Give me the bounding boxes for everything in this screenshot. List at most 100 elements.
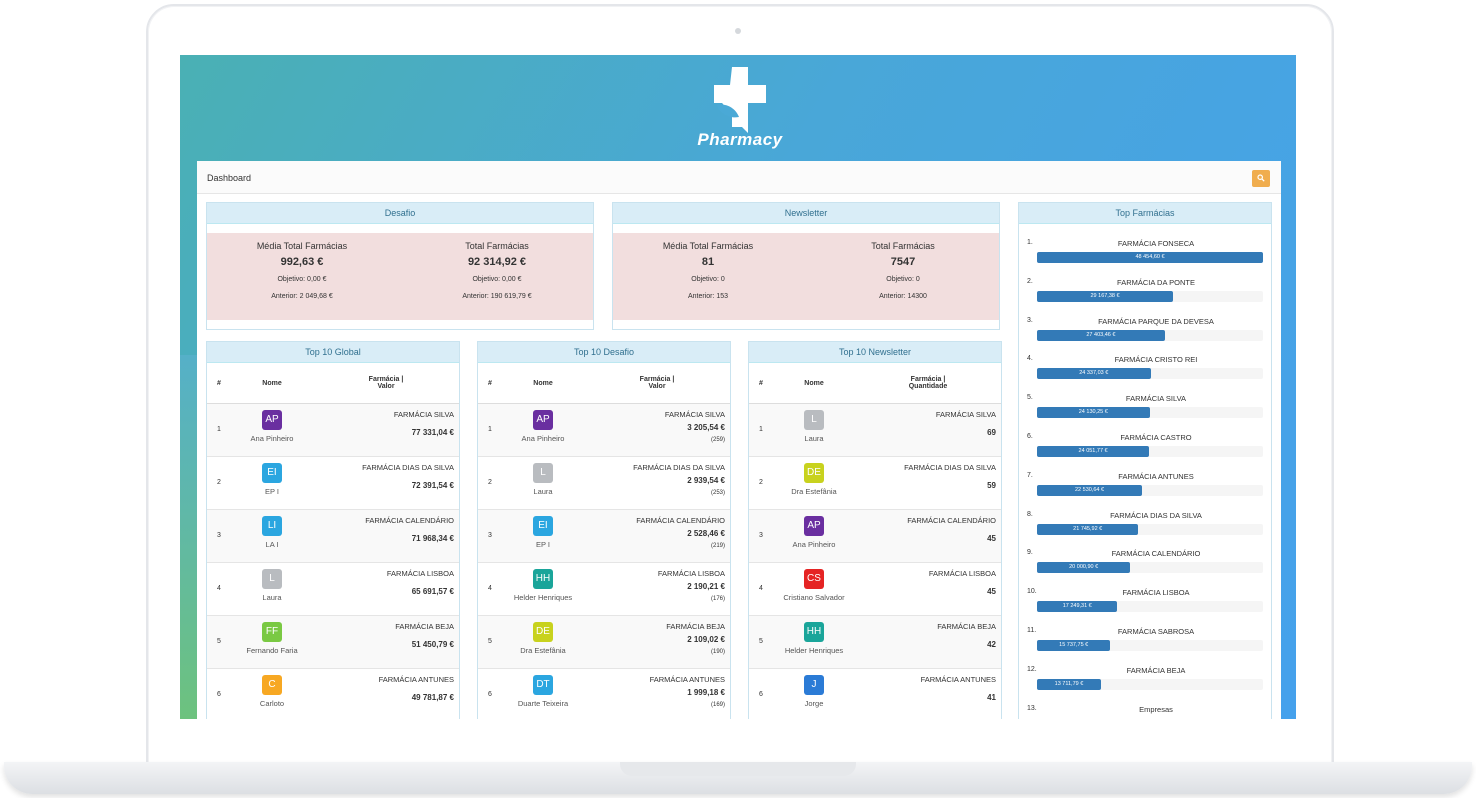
table-row[interactable]: 6 J Jorge FARMÁCIA ANTUNES 41 bbox=[749, 668, 1001, 719]
ranking-item[interactable]: 2. FARMÁCIA DA PONTE 29 167,38 € bbox=[1019, 275, 1269, 314]
table-row[interactable]: 3 LI LA I FARMÁCIA CALENDÁRIO 71 968,34 € bbox=[207, 509, 459, 563]
ranking-item[interactable]: 5. FARMÁCIA SILVA 24 130,25 € bbox=[1019, 391, 1269, 430]
newsletter-title: Newsletter bbox=[613, 203, 999, 224]
ranking-pharmacy-name: FARMÁCIA SILVA bbox=[1125, 394, 1187, 404]
table-row[interactable]: 5 FF Fernando Faria FARMÁCIA BEJA 51 450,79 … bbox=[207, 615, 459, 669]
progress-value: 29 167,38 € bbox=[1090, 292, 1120, 299]
user-name: Fernando Faria bbox=[246, 646, 298, 655]
value-cell: FARMÁCIA SILVA 3 205,54 € (259) bbox=[584, 403, 730, 457]
user-name: Jorge bbox=[804, 699, 824, 708]
table-row[interactable]: 4 HH Helder Henriques FARMÁCIA LISBOA 2 190,… bbox=[478, 562, 730, 616]
table-row[interactable]: 4 L Laura FARMÁCIA LISBOA 65 691,57 € bbox=[207, 562, 459, 616]
progress-track: 27 403,46 € bbox=[1037, 329, 1263, 341]
value-cell: FARMÁCIA ANTUNES 41 bbox=[855, 668, 1001, 719]
top-bar: Dashboard bbox=[197, 161, 1281, 194]
rank-number: 4 bbox=[207, 562, 231, 616]
user-name: Ana Pinheiro bbox=[521, 434, 565, 443]
user-name: Dra Estefânia bbox=[520, 646, 566, 655]
ranking-number: 9. bbox=[1027, 549, 1033, 557]
ranking-number: 6. bbox=[1027, 433, 1033, 440]
top-farmacias-title: Top Farmácias bbox=[1019, 203, 1271, 224]
value-cell: FARMÁCIA BEJA 2 109,02 € (190) bbox=[584, 615, 730, 669]
progress-track: 17 249,31 € bbox=[1037, 601, 1263, 613]
rank-number: 4 bbox=[749, 562, 773, 616]
progress-track: 13 711,79 € bbox=[1037, 678, 1263, 690]
table-row[interactable]: 5 HH Helder Henriques FARMÁCIA BEJA 42 bbox=[749, 615, 1001, 669]
amount: 69 bbox=[987, 428, 996, 437]
table-row[interactable]: 6 DT Duarte Teixeira FARMÁCIA ANTUNES 1 999,… bbox=[478, 668, 730, 719]
table-row[interactable]: 2 L Laura FARMÁCIA DIAS DA SILVA 2 939,54 € (… bbox=[478, 456, 730, 510]
ranking-item[interactable]: 4. FARMÁCIA CRISTO REI 24 337,03 € bbox=[1019, 352, 1269, 391]
top-desafio-title: Top 10 Desafio bbox=[478, 342, 730, 363]
progress-value: 24 051,77 € bbox=[1078, 448, 1108, 454]
avatar: DE bbox=[533, 622, 553, 642]
ranking-item[interactable]: 9. FARMÁCIA CALENDÁRIO 20 000,90 € bbox=[1019, 546, 1269, 585]
table-row[interactable]: 2 EI EP I FARMÁCIA DIAS DA SILVA 72 391,54 € bbox=[207, 456, 459, 510]
table-row[interactable]: 1 AP Ana Pinheiro FARMÁCIA SILVA 77 331,04 € bbox=[207, 403, 459, 457]
progress-track: 22 530,64 € bbox=[1037, 484, 1263, 496]
user-cell: J Jorge bbox=[773, 668, 855, 719]
pharmacy-name: FARMÁCIA DIAS DA SILVA bbox=[362, 463, 454, 472]
col-num: # bbox=[207, 363, 231, 404]
user-name: Cristiano Salvador bbox=[783, 593, 845, 602]
search-button[interactable] bbox=[1252, 170, 1270, 187]
table-row[interactable]: 2 DE Dra Estefânia FARMÁCIA DIAS DA SILVA 59 bbox=[749, 456, 1001, 510]
rank-number: 6 bbox=[749, 668, 773, 719]
amount: 45 bbox=[987, 534, 996, 543]
ranking-item[interactable]: 8. FARMÁCIA DIAS DA SILVA 21 745,92 € bbox=[1019, 508, 1269, 547]
table-row[interactable]: 3 AP Ana Pinheiro FARMÁCIA CALENDÁRIO 45 bbox=[749, 509, 1001, 563]
ranking-number: 2. bbox=[1027, 277, 1033, 285]
table-row[interactable]: 6 C Carloto FARMÁCIA ANTUNES 49 781,87 € bbox=[207, 668, 459, 719]
ranking-item[interactable]: 13. Empresas bbox=[1019, 702, 1269, 719]
rank-number: 4 bbox=[478, 562, 502, 616]
value-cell: FARMÁCIA BEJA 42 bbox=[855, 615, 1001, 669]
count: (253) bbox=[710, 490, 725, 496]
pharmacy-name: FARMÁCIA CALENDÁRIO bbox=[365, 516, 454, 525]
ranking-item[interactable]: 12. FARMÁCIA BEJA 13 711,79 € bbox=[1019, 663, 1269, 702]
pharmacy-name: FARMÁCIA ANTUNES bbox=[649, 675, 725, 684]
ranking-item[interactable]: 1. FARMÁCIA FONSECA 48 454,60 € bbox=[1019, 236, 1269, 275]
rank-number: 2 bbox=[478, 456, 502, 510]
rank-number: 6 bbox=[207, 668, 231, 719]
progress-track: 48 454,60 € bbox=[1037, 252, 1263, 263]
table-row[interactable]: 4 CS Cristiano Salvador FARMÁCIA LISBOA 45 bbox=[749, 562, 1001, 616]
ranking-item[interactable]: 6. FARMÁCIA CASTRO 24 051,77 € bbox=[1019, 430, 1269, 469]
avatar: AP bbox=[262, 410, 282, 430]
progress-value: 27 403,46 € bbox=[1086, 331, 1116, 338]
ranking-pharmacy-name: FARMÁCIA PARQUE DA DEVESA bbox=[1098, 316, 1214, 326]
user-name: Helder Henriques bbox=[513, 593, 573, 602]
ranking-item[interactable]: 7. FARMÁCIA ANTUNES 22 530,64 € bbox=[1019, 469, 1269, 508]
table-row[interactable]: 1 L Laura FARMÁCIA SILVA 69 bbox=[749, 403, 1001, 457]
value-cell: FARMÁCIA BEJA 51 450,79 € bbox=[313, 615, 459, 669]
user-name: Laura bbox=[804, 434, 824, 443]
progress-value: 48 454,60 € bbox=[1135, 254, 1165, 260]
rank-number: 3 bbox=[207, 509, 231, 563]
ranking-item[interactable]: 3. FARMÁCIA PARQUE DA DEVESA 27 403,46 € bbox=[1019, 314, 1269, 353]
avatar: DE bbox=[804, 463, 824, 483]
table-row[interactable]: 3 EI EP I FARMÁCIA CALENDÁRIO 2 528,46 € (219… bbox=[478, 509, 730, 563]
top-global-title: Top 10 Global bbox=[207, 342, 459, 363]
pharmacy-name: FARMÁCIA LISBOA bbox=[657, 569, 725, 578]
ranking-item[interactable]: 10. FARMÁCIA LISBOA 17 249,31 € bbox=[1019, 585, 1269, 624]
page-title: Dashboard bbox=[207, 173, 252, 183]
count: (259) bbox=[710, 437, 725, 443]
progress-bar bbox=[1037, 601, 1118, 613]
desafio-average: Média Total Farmácias 992,63 € Objetivo:… bbox=[256, 241, 348, 300]
avatar: L bbox=[533, 463, 553, 483]
ranking-number: 4. bbox=[1027, 355, 1033, 363]
table-row[interactable]: 5 DE Dra Estefânia FARMÁCIA BEJA 2 109,02 € (… bbox=[478, 615, 730, 669]
top-newsletter-title: Top 10 Newsletter bbox=[749, 342, 1001, 363]
app-screen: Pharmacy Dashboard Desafio Média Total F… bbox=[180, 55, 1296, 719]
ranking-item[interactable]: 11. FARMÁCIA SABROSA 15 737,75 € bbox=[1019, 624, 1269, 663]
amount: 65 691,57 € bbox=[411, 587, 454, 596]
user-cell: CS Cristiano Salvador bbox=[773, 562, 855, 616]
table-row[interactable]: 1 AP Ana Pinheiro FARMÁCIA SILVA 3 205,54 € (… bbox=[478, 403, 730, 457]
progress-bar bbox=[1037, 329, 1165, 341]
avatar: L bbox=[262, 569, 282, 589]
rank-number: 5 bbox=[478, 615, 502, 669]
user-name: Laura bbox=[262, 593, 282, 602]
search-icon bbox=[1257, 174, 1265, 182]
user-name: Dra Estefânia bbox=[791, 487, 837, 496]
rank-number: 2 bbox=[207, 456, 231, 510]
user-cell: L Laura bbox=[502, 456, 584, 510]
